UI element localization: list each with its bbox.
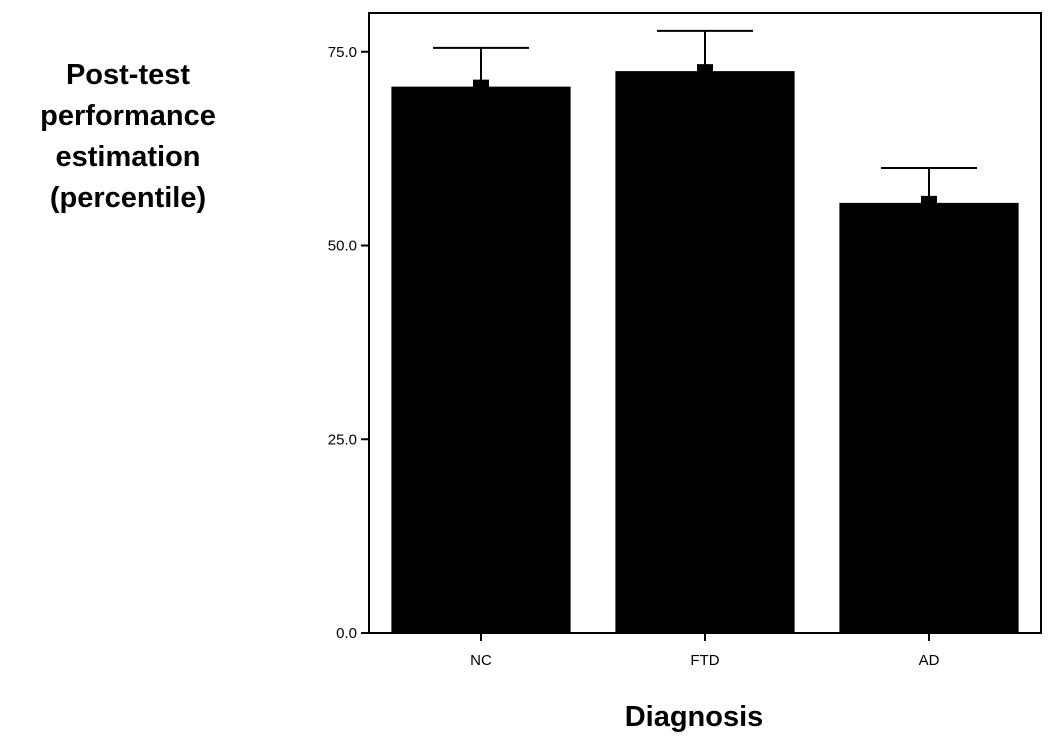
y-tick-label: 25.0 [328,431,357,448]
y-axis-label: Post-test performance estimation (percen… [40,59,216,214]
y-axis-label-line-2: performance [40,100,216,132]
error-bars [433,29,977,204]
x-axis: NC FTD AD [470,633,940,669]
x-tick-label: FTD [690,652,719,669]
bar-ad [839,202,1019,633]
mean-marker-ftd [697,64,713,73]
y-tick-label: 75.0 [328,44,357,61]
y-axis-label-line-4: (percentile) [50,182,206,214]
bar-ftd [615,71,795,633]
x-tick-label: AD [919,652,940,669]
y-tick-label: 50.0 [328,238,357,255]
mean-marker-nc [473,79,489,88]
x-axis-label: Diagnosis [625,701,764,733]
y-axis-label-line-3: estimation [55,141,200,173]
bar-nc [391,86,571,633]
y-axis-label-line-1: Post-test [66,59,190,91]
y-axis: 0.0 25.0 50.0 75.0 [328,44,369,642]
y-tick-label: 0.0 [336,625,357,642]
mean-marker-ad [921,195,937,204]
x-tick-label: NC [470,652,492,669]
bars [391,71,1019,633]
